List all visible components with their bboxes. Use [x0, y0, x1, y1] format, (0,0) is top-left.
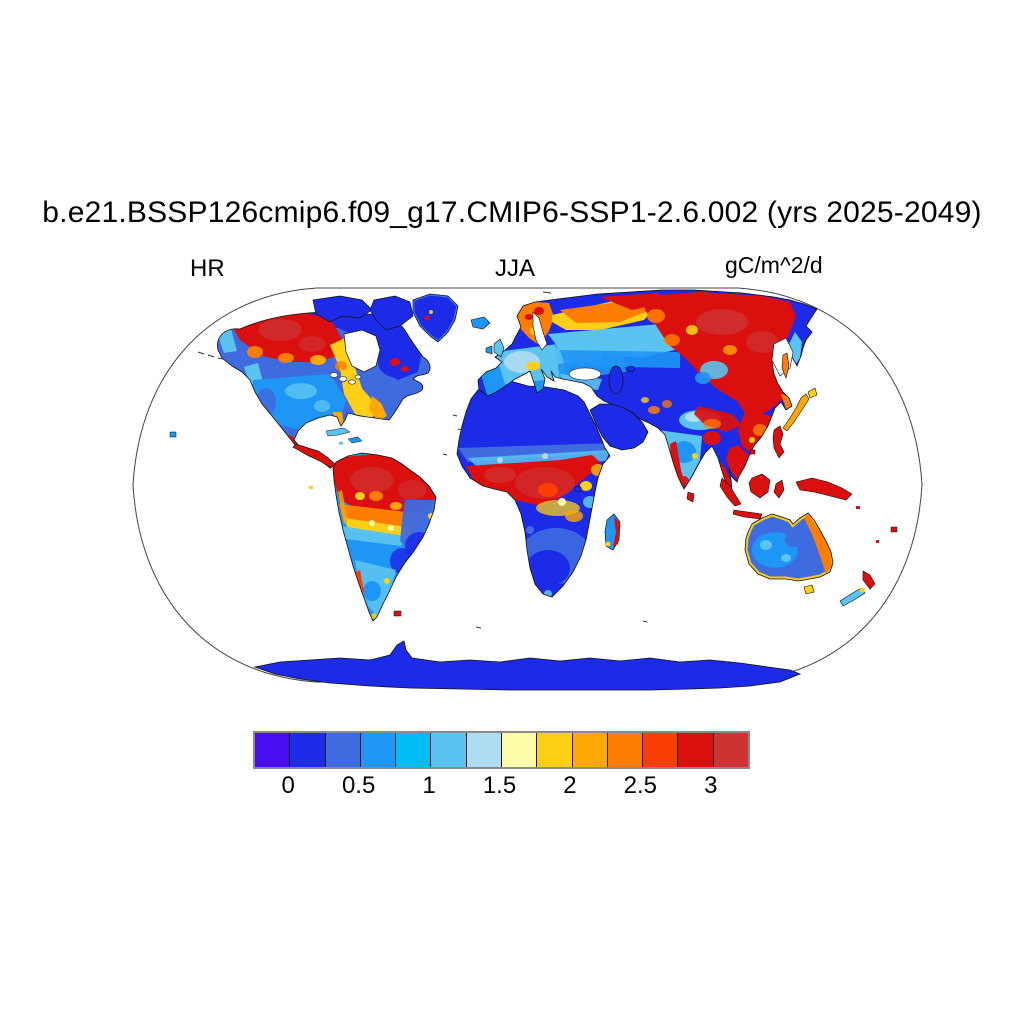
aral-sea: [627, 365, 635, 373]
variable-label: HR: [190, 255, 225, 282]
continent-eurasia: [477, 289, 818, 491]
baltic-sea: [532, 311, 548, 351]
colorbar: [253, 731, 750, 769]
hawaii: [169, 431, 177, 438]
colorbar-cell-3: [360, 733, 397, 767]
colorbar-cell-0: [255, 733, 291, 767]
jamaica: [339, 442, 343, 445]
black-sea: [568, 367, 602, 381]
colorbar-cell-1: [290, 733, 326, 767]
small-islands: [169, 291, 898, 629]
colorbar-cell-2: [325, 733, 361, 767]
solomon-islands: [856, 506, 860, 509]
season-label: JJA: [495, 255, 536, 282]
iceland: [470, 316, 491, 330]
vanuatu: [876, 540, 879, 543]
hispaniola: [347, 436, 363, 444]
kerguelen: [642, 620, 648, 623]
units-label: gC/m^2/d: [725, 252, 823, 278]
new-zealand: [839, 570, 876, 607]
svalbard: [542, 291, 552, 294]
colorbar-cell-12: [678, 733, 714, 767]
falkland-islands: [393, 610, 402, 617]
colorbar-cell-8: [537, 733, 573, 767]
arctic-islands: [312, 295, 414, 331]
colorbar-cell-4: [396, 733, 432, 767]
hudson-bay: [343, 329, 381, 373]
colorbar-cell-7: [501, 733, 538, 767]
cuba: [325, 427, 351, 437]
madagascar: [604, 513, 621, 551]
greenland: [412, 293, 459, 343]
colorbar-cell-9: [572, 733, 608, 767]
colorbar-cell-5: [431, 733, 467, 767]
colorbar-cell-10: [607, 733, 644, 767]
region-central-america: [292, 443, 336, 469]
continent-australia: [744, 512, 834, 595]
fiji: [890, 526, 898, 533]
aleutian-islands: [197, 351, 224, 360]
galapagos: [309, 486, 313, 489]
southeast-asia-islands: [686, 425, 853, 520]
continent-antarctica: [254, 640, 801, 691]
japan: [781, 352, 818, 432]
colorbar-cell-6: [466, 733, 502, 767]
colorbar-cell-13: [713, 733, 748, 767]
azores: [452, 414, 458, 417]
plot-title: b.e21.BSSP126cmip6.f09_g17.CMIP6-SSP1-2.…: [42, 196, 982, 229]
cape-verde: [442, 453, 448, 456]
south-georgia: [475, 626, 482, 629]
caspian-sea: [608, 365, 624, 395]
british-isles: [485, 338, 505, 358]
colorbar-cell-11: [643, 733, 679, 767]
tasmania: [803, 584, 815, 595]
great-lakes: [329, 372, 362, 385]
continent-south-america: [332, 452, 437, 622]
lake-victoria: [574, 485, 582, 493]
canary-islands: [457, 428, 464, 431]
